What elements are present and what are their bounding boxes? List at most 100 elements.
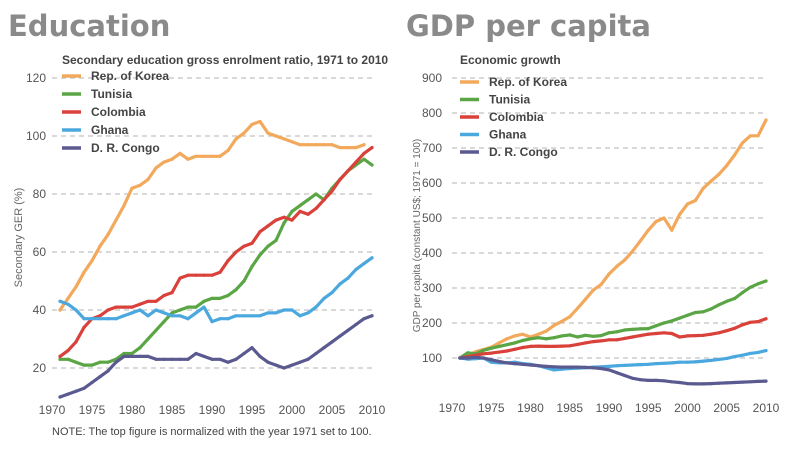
education-data-point [90, 317, 94, 321]
gdp-data-point [725, 329, 729, 333]
education-data-point [242, 244, 246, 248]
gdp-data-point [599, 339, 603, 343]
education-data-point [138, 308, 142, 312]
gdp-data-point [670, 361, 674, 365]
gdp-data-point [662, 379, 666, 383]
gdp-data-point [678, 380, 682, 385]
gdp-data-point [623, 363, 627, 367]
education-data-point [306, 143, 310, 147]
gdp-data-point [685, 334, 690, 338]
education-data-point [154, 166, 158, 170]
education-data-point [338, 146, 342, 150]
education-data-point [274, 134, 278, 138]
gdp-data-point [733, 326, 737, 330]
education-data-point [122, 351, 126, 356]
gdp-data-point [521, 345, 525, 350]
gdp-data-point [552, 344, 556, 348]
education-data-point [146, 177, 150, 182]
gdp-data-point [740, 141, 745, 145]
gdp-chart-title: Economic growth [460, 53, 561, 67]
gdp-y-tick-label: 100 [422, 351, 442, 365]
gdp-data-point [583, 333, 588, 337]
gdp-data-point [709, 332, 713, 336]
education-data-point [258, 314, 262, 318]
gdp-data-point [740, 353, 745, 357]
gdp-data-point [607, 368, 611, 372]
gdp-data-point [568, 365, 572, 369]
education-data-point [58, 308, 62, 312]
education-data-point [90, 259, 94, 263]
education-data-point [202, 273, 206, 277]
education-data-point [66, 296, 70, 300]
education-data-point [258, 230, 262, 234]
gdp-data-point [583, 341, 588, 345]
gdp-x-tick-label: 1985 [556, 401, 583, 415]
education-data-point [186, 157, 190, 161]
gdp-data-point [568, 315, 572, 319]
education-data-point [106, 317, 110, 321]
education-data-point [98, 360, 102, 364]
gdp-data-point [725, 299, 729, 303]
education-y-tick-label: 120 [26, 71, 46, 85]
gdp-data-point [725, 163, 729, 168]
gdp-x-tick-label: 2005 [713, 401, 740, 415]
education-y-tick-label: 100 [26, 129, 46, 143]
gdp-data-point [638, 363, 643, 367]
education-data-point [202, 354, 206, 358]
gdp-data-point [654, 362, 658, 366]
education-data-point [346, 328, 350, 332]
education-data-point [106, 369, 110, 373]
gdp-data-point [678, 335, 682, 339]
education-data-point [346, 146, 350, 150]
education-data-point [202, 299, 206, 303]
education-data-point [266, 244, 270, 248]
gdp-data-point [630, 249, 635, 253]
education-data-point [74, 389, 78, 393]
education-data-point [330, 340, 334, 344]
education-data-point [226, 317, 230, 321]
gdp-data-point [505, 349, 509, 353]
gdp-data-point [497, 341, 501, 345]
education-data-point [322, 198, 326, 202]
gdp-data-point [607, 331, 611, 335]
education-data-point [82, 363, 86, 367]
gdp-data-point [693, 382, 698, 386]
gdp-data-point [521, 362, 525, 366]
education-data-point [210, 357, 214, 361]
gdp-data-point [591, 366, 595, 370]
education-data-point [298, 143, 302, 147]
education-data-point [162, 320, 166, 324]
education-data-point [242, 314, 246, 318]
education-data-point [314, 192, 318, 196]
education-data-point [210, 296, 214, 300]
gdp-series-line-2 [458, 317, 768, 360]
gdp-x-tick-label: 1995 [635, 401, 662, 415]
education-data-point [282, 366, 286, 370]
education-data-point [330, 143, 334, 147]
gdp-y-tick-label: 900 [422, 71, 442, 85]
gdp-data-point [552, 336, 556, 340]
education-data-point [170, 314, 174, 318]
gdp-series-line-0 [458, 118, 768, 360]
education-data-point [82, 317, 86, 321]
gdp-data-point [513, 347, 517, 351]
gdp-data-point [481, 348, 485, 352]
gdp-data-point [748, 320, 752, 324]
gdp-legend-label: Tunisia [489, 93, 530, 107]
gdp-data-point [576, 342, 580, 346]
education-data-point [90, 380, 94, 385]
gdp-data-point [607, 272, 611, 276]
gdp-data-point [615, 264, 619, 268]
education-data-point [362, 262, 366, 266]
education-data-point [210, 320, 214, 324]
education-data-point [322, 143, 326, 147]
education-data-point [138, 346, 142, 350]
gdp-data-point [630, 327, 635, 331]
gdp-data-point [536, 332, 541, 336]
education-data-point [74, 340, 78, 344]
education-data-point [178, 308, 182, 312]
education-data-point [58, 299, 62, 303]
education-y-tick-label: 40 [33, 303, 47, 317]
education-data-point [234, 250, 238, 254]
